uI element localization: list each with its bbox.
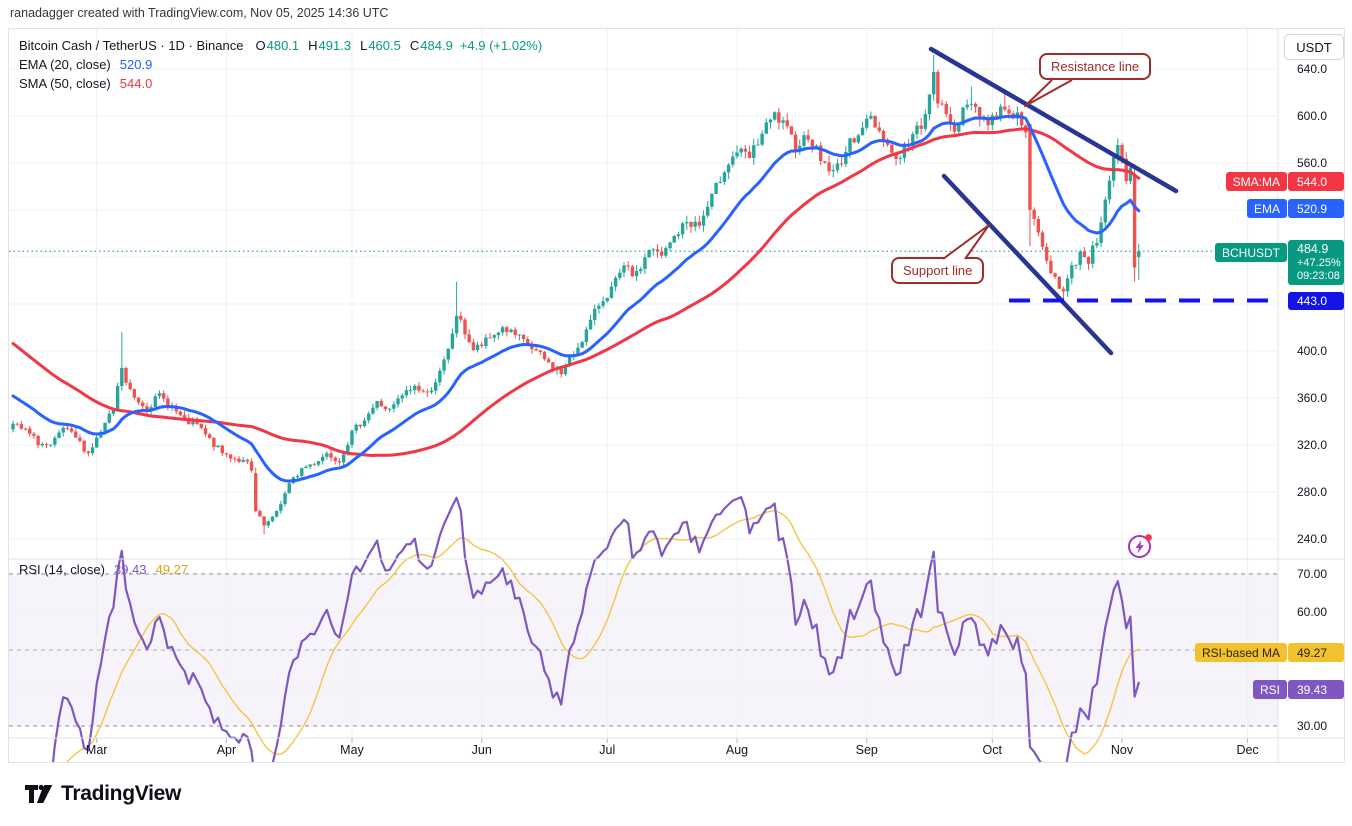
rsi-ma-badge: RSI-based MA 49.27 [1194,643,1344,662]
low-label: L [360,38,368,53]
chart-canvas[interactable] [9,29,1344,762]
currency-toggle-button[interactable]: USDT [1284,34,1344,60]
time-axis-label: Mar [85,743,108,757]
price-axis-tick: 280.0 [1297,485,1328,499]
low-value: 460.5 [368,38,401,53]
last-price-badge: BCHUSDT 484.9 +47.25% 09:23:08 [1214,240,1344,285]
resistance-line-callout[interactable]: Resistance line [1039,53,1152,80]
price-axis-tick: 320.0 [1297,438,1328,452]
price-axis-tick: 640.0 [1297,62,1328,76]
rsi-ma-badge-value: 49.27 [1288,643,1344,662]
rsi-badge: RSI 39.43 [1252,680,1344,699]
time-axis-label: Jul [599,743,616,757]
ema-label: EMA (20, close) [19,57,111,72]
time-axis-label: Sep [855,743,878,757]
last-badge-countdown: 09:23:08 [1297,270,1340,282]
time-axis-label: Apr [216,743,237,757]
time-axis-label: Nov [1110,743,1134,757]
attribution-text: ranadagger created with TradingView.com,… [10,6,389,20]
ema-badge-value: 520.9 [1288,199,1344,218]
open-label: O [255,38,266,53]
price-axis-tick: 240.0 [1297,532,1328,546]
last-badge-symbol: BCHUSDT [1214,243,1287,262]
sma-value: 544.0 [119,76,153,91]
tradingview-wordmark: TradingView [61,782,182,805]
ema-value: 520.9 [119,57,153,72]
high-label: H [308,38,318,53]
symbol-title: Bitcoin Cash / TetherUS · 1D · Binance [19,38,244,53]
rsi-ma-badge-label: RSI-based MA [1194,643,1287,662]
sma-price-badge: SMA:MA 544.0 [1225,172,1344,191]
ema-row[interactable]: EMA (20, close) 520.9 [19,55,542,74]
rsi-value: 39.43 [113,562,147,577]
symbol-row[interactable]: Bitcoin Cash / TetherUS · 1D · Binance O… [19,36,542,55]
rsi-axis-tick: 70.00 [1297,567,1328,581]
change-value: +4.9 (+1.02%) [459,38,543,53]
close-value: 484.9 [420,38,453,53]
rsi-label: RSI (14, close) [19,562,105,577]
flash-icon[interactable] [1126,532,1154,560]
support-level-badge: 443.0 [1288,292,1344,310]
support-level-value: 443.0 [1288,292,1344,310]
chart-widget: Bitcoin Cash / TetherUS · 1D · Binance O… [8,28,1345,763]
ema-price-badge: EMA 520.9 [1246,199,1344,218]
price-axis-tick: 560.0 [1297,156,1328,170]
rsi-badge-value: 39.43 [1288,680,1344,699]
support-line-callout[interactable]: Support line [891,257,985,284]
sma-badge-value: 544.0 [1288,172,1344,191]
sma-row[interactable]: SMA (50, close) 544.0 [19,74,542,93]
rsi-ma-value: 49.27 [155,562,189,577]
rsi-legend-row[interactable]: RSI (14, close) 39.43 49.27 [19,562,188,577]
price-axis-tick: 360.0 [1297,391,1328,405]
rsi-axis-tick: 60.00 [1297,605,1328,619]
last-badge-price: 484.9 [1297,242,1329,256]
time-axis-label: Aug [725,743,749,757]
rsi-axis-tick: 30.00 [1297,719,1328,733]
price-axis-tick: 600.0 [1297,109,1328,123]
high-value: 491.3 [318,38,352,53]
tradingview-mark-icon [25,784,53,803]
price-axis-tick: 400.0 [1297,344,1328,358]
tradingview-logo[interactable]: TradingView [24,781,181,807]
sma-label: SMA (50, close) [19,76,111,91]
last-badge-change: +47.25% [1297,257,1341,269]
chart-legend: Bitcoin Cash / TetherUS · 1D · Binance O… [19,36,542,93]
open-value: 480.1 [266,38,300,53]
time-axis-label: Dec [1236,743,1259,757]
rsi-badge-label: RSI [1252,680,1287,699]
time-axis-label: Jun [471,743,492,757]
time-axis-label: Oct [982,743,1003,757]
time-axis-label: May [340,743,364,757]
close-label: C [409,38,420,53]
ema-badge-label: EMA [1246,199,1287,218]
sma-badge-label: SMA:MA [1225,172,1287,191]
